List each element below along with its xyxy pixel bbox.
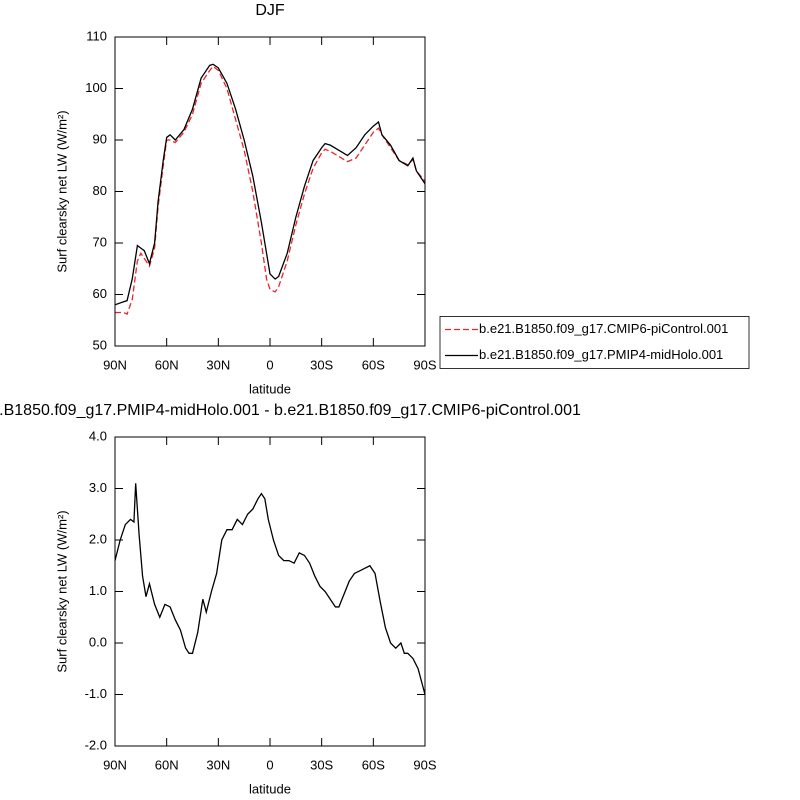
x-tick-label: 90S bbox=[413, 357, 436, 372]
x-tick-label: 60N bbox=[155, 757, 179, 772]
y-tick-label: -2.0 bbox=[85, 737, 107, 752]
x-tick-label: 30N bbox=[206, 357, 230, 372]
data-line bbox=[114, 483, 426, 695]
y-tick-label: 3.0 bbox=[89, 480, 107, 495]
x-tick-label: 90N bbox=[103, 757, 127, 772]
legend-box bbox=[439, 316, 750, 369]
y-tick-label: 50 bbox=[93, 337, 107, 352]
y-tick-label: -1.0 bbox=[85, 686, 107, 701]
y-tick-label: 70 bbox=[93, 234, 107, 249]
y-tick-label: 110 bbox=[86, 28, 107, 43]
y-axis-label: Surf clearsky net LW (W/m²) bbox=[54, 110, 69, 272]
x-tick-label: 90N bbox=[103, 357, 127, 372]
data-line bbox=[115, 65, 426, 315]
x-tick-label: 60N bbox=[155, 357, 179, 372]
chart-title: b.e21.B1850.f09_g17.PMIP4-midHolo.001 - … bbox=[0, 402, 581, 419]
x-tick-label: 0 bbox=[266, 357, 273, 372]
data-line bbox=[114, 63, 426, 306]
legend-label: b.e21.B1850.f09_g17.CMIP6-piControl.001 bbox=[479, 321, 728, 336]
x-tick-label: 90S bbox=[413, 757, 436, 772]
y-tick-label: 100 bbox=[85, 80, 107, 95]
y-tick-label: 1.0 bbox=[89, 583, 107, 598]
y-tick-label: 0.0 bbox=[89, 634, 107, 649]
y-tick-label: 90 bbox=[93, 131, 107, 146]
y-tick-label: 2.0 bbox=[89, 531, 107, 546]
x-tick-label: 30N bbox=[206, 757, 230, 772]
legend-label: b.e21.B1850.f09_g17.PMIP4-midHolo.001 bbox=[479, 347, 723, 362]
x-tick-label: 60S bbox=[362, 357, 385, 372]
y-tick-label: 80 bbox=[93, 183, 107, 198]
x-tick-label: 60S bbox=[362, 757, 385, 772]
x-axis-label: latitude bbox=[249, 381, 291, 396]
plot-frame bbox=[114, 436, 426, 747]
plot-frame bbox=[114, 36, 426, 347]
chart-title: DJF bbox=[255, 2, 285, 19]
x-tick-label: 30S bbox=[310, 357, 333, 372]
y-tick-label: 60 bbox=[93, 286, 107, 301]
x-tick-label: 0 bbox=[266, 757, 273, 772]
x-tick-label: 30S bbox=[310, 757, 333, 772]
x-axis-label: latitude bbox=[249, 781, 291, 796]
y-tick-label: 4.0 bbox=[89, 428, 107, 443]
y-axis-label: Surf clearsky net LW (W/m²) bbox=[54, 510, 69, 672]
